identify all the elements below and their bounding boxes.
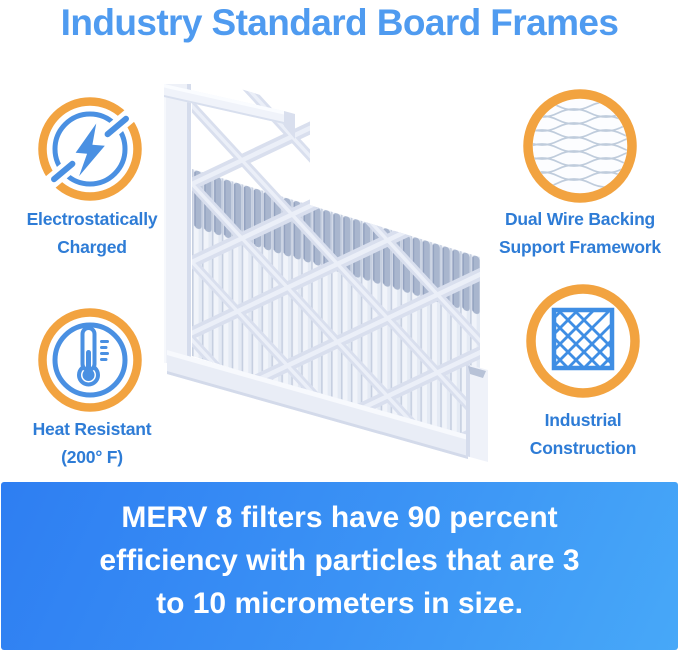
lattice-grid-icon — [526, 284, 640, 398]
banner-line-2: efficiency with particles that are 3 — [99, 544, 580, 577]
feature-label-electrostatically-charged: Electrostatically Charged — [26, 209, 158, 257]
feature-label-dual-wire-backing: Dual Wire Backing Support Framework — [499, 209, 661, 257]
wire-mesh-icon — [523, 89, 637, 203]
page-title: Industry Standard Board Frames — [60, 2, 619, 43]
banner-line-1: MERV 8 filters have 90 percent — [121, 501, 558, 534]
info-banner: MERV 8 filters have 90 percent efficienc… — [1, 482, 678, 650]
feature-label-heat-resistant: Heat Resistant (200° F) — [32, 419, 152, 467]
air-filter-product-image — [164, 58, 488, 462]
feature-label-industrial-construction: Industrial Construction — [529, 410, 637, 458]
lightning-bolt-icon — [38, 97, 142, 201]
thermometer-icon — [38, 308, 142, 412]
banner-line-3: to 10 micrometers in size. — [156, 587, 523, 620]
